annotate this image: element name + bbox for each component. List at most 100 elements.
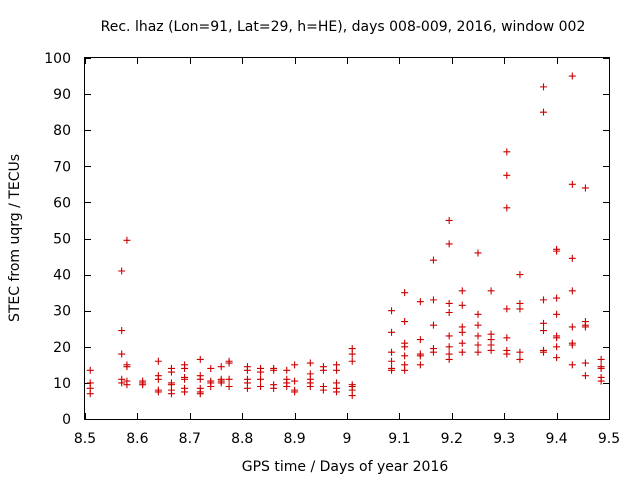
data-point xyxy=(118,327,126,335)
data-point xyxy=(118,379,126,387)
y-tick-label: 30 xyxy=(53,304,71,320)
data-point xyxy=(553,310,561,318)
y-tick-label: 100 xyxy=(44,51,71,67)
data-point xyxy=(553,343,561,351)
data-point xyxy=(553,247,561,255)
data-point xyxy=(306,359,314,367)
data-point xyxy=(118,267,126,275)
data-point xyxy=(474,332,482,340)
data-point xyxy=(516,271,524,279)
data-point xyxy=(540,108,547,116)
data-point xyxy=(283,383,291,391)
data-point xyxy=(568,72,576,80)
data-point xyxy=(291,388,299,396)
data-point xyxy=(348,350,356,358)
data-point xyxy=(516,305,524,313)
data-point xyxy=(257,368,265,376)
data-point xyxy=(553,294,561,302)
x-tick-label: 9.4 xyxy=(545,431,567,447)
data-point xyxy=(581,184,589,192)
data-point xyxy=(291,377,299,385)
data-point xyxy=(474,348,482,356)
data-point xyxy=(568,341,576,349)
data-point xyxy=(167,390,175,398)
data-point xyxy=(401,343,409,351)
data-point xyxy=(181,388,189,396)
data-point xyxy=(225,359,233,367)
y-axis-label: STEC from uqrg / TECUs xyxy=(7,154,23,322)
data-point xyxy=(445,216,453,224)
data-point xyxy=(445,332,453,340)
data-point xyxy=(568,180,576,188)
data-point xyxy=(429,321,437,329)
data-point xyxy=(348,392,356,400)
data-point xyxy=(429,348,437,356)
data-point xyxy=(516,348,524,356)
x-tick-label: 9.3 xyxy=(493,431,515,447)
x-tick-label: 9.1 xyxy=(388,431,410,447)
data-point xyxy=(167,368,175,376)
data-point xyxy=(503,148,511,156)
y-tick-label: 60 xyxy=(53,195,71,211)
data-point xyxy=(503,334,511,342)
data-point xyxy=(154,388,162,396)
data-point xyxy=(503,305,511,313)
data-point xyxy=(474,341,482,349)
data-point xyxy=(270,366,278,374)
data-point xyxy=(348,357,356,365)
x-tick-label: 9 xyxy=(343,431,352,447)
data-point xyxy=(597,377,605,385)
data-point xyxy=(123,363,131,371)
data-point xyxy=(540,327,547,335)
data-point xyxy=(568,361,576,369)
data-point xyxy=(196,390,204,398)
data-point xyxy=(445,299,453,307)
data-point xyxy=(257,375,265,383)
data-point xyxy=(257,383,265,391)
x-tick-label: 8.9 xyxy=(283,431,305,447)
data-point xyxy=(154,375,162,383)
y-tick-label: 20 xyxy=(53,340,71,356)
y-tick-label: 0 xyxy=(62,412,71,428)
x-tick-label: 8.8 xyxy=(231,431,253,447)
data-point xyxy=(445,355,453,363)
data-point xyxy=(474,310,482,318)
x-axis-label: GPS time / Days of year 2016 xyxy=(242,459,449,475)
data-point xyxy=(333,388,341,396)
data-point xyxy=(540,296,547,304)
data-point xyxy=(243,366,251,374)
y-tick-label: 80 xyxy=(53,123,71,139)
data-point xyxy=(445,309,453,317)
y-tick-label: 50 xyxy=(53,232,71,248)
data-point xyxy=(388,307,396,315)
data-point xyxy=(458,339,466,347)
data-point xyxy=(123,236,131,244)
data-point xyxy=(388,366,396,374)
data-point xyxy=(225,375,233,383)
data-point xyxy=(139,381,147,389)
axis-ticks: 8.5 8.6 8.7 8.8 8.9 9 9.1 9.2 9.3 9.4 9.5 0 10 20 30 40… xyxy=(44,51,620,447)
chart-title: Rec. lhaz (Lon=91, Lat=29, h=HE), days 0… xyxy=(101,19,586,35)
data-point xyxy=(388,328,396,336)
data-point xyxy=(333,366,341,374)
data-point xyxy=(516,355,524,363)
x-tick-label: 9.5 xyxy=(598,431,620,447)
data-point xyxy=(458,328,466,336)
x-tick-label: 8.6 xyxy=(126,431,148,447)
data-point xyxy=(154,357,162,365)
data-point xyxy=(581,372,589,380)
data-point xyxy=(401,352,409,360)
data-point xyxy=(568,323,576,331)
x-tick-label: 8.7 xyxy=(179,431,201,447)
data-point xyxy=(503,171,511,179)
data-point xyxy=(283,366,291,374)
data-point xyxy=(207,383,215,391)
data-point xyxy=(306,383,314,391)
data-point xyxy=(416,298,424,306)
data-point xyxy=(196,375,204,383)
data-point xyxy=(445,343,453,351)
data-point xyxy=(401,366,409,374)
data-point xyxy=(319,366,327,374)
